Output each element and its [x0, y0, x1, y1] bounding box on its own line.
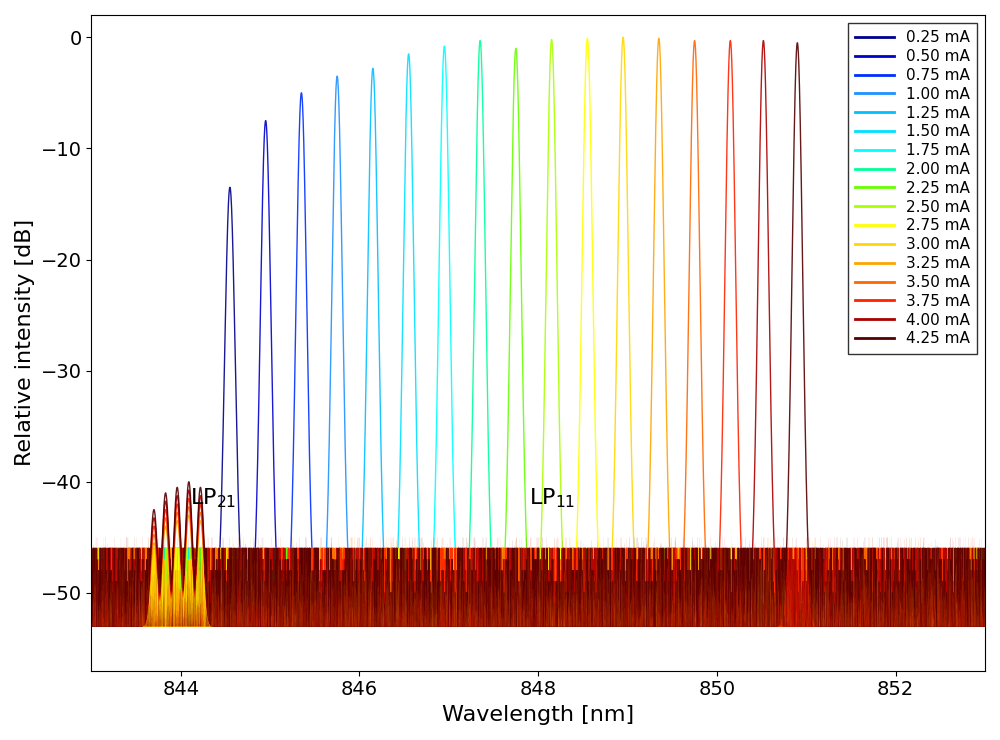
- X-axis label: Wavelength [nm]: Wavelength [nm]: [442, 705, 634, 725]
- Text: LP$_{11}$: LP$_{11}$: [529, 487, 576, 511]
- Text: LP$_{21}$: LP$_{21}$: [190, 487, 236, 511]
- Legend: 0.25 mA, 0.50 mA, 0.75 mA, 1.00 mA, 1.25 mA, 1.50 mA, 1.75 mA, 2.00 mA, 2.25 mA,: 0.25 mA, 0.50 mA, 0.75 mA, 1.00 mA, 1.25…: [848, 23, 977, 354]
- Y-axis label: Relative intensity [dB]: Relative intensity [dB]: [15, 219, 35, 466]
